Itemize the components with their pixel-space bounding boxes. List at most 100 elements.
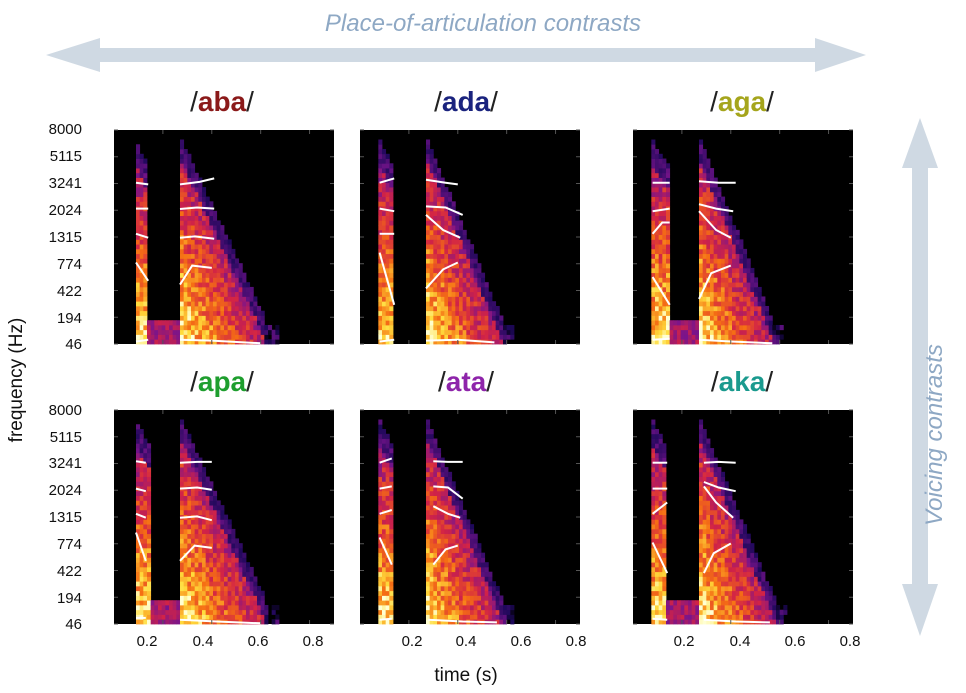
spectrogram-cell (202, 533, 207, 539)
spectrogram-cell (385, 600, 390, 606)
spectrogram-cell (378, 576, 383, 582)
spectrogram-cell (136, 467, 141, 473)
spectrogram-cell (462, 547, 467, 554)
spectrogram-cell (684, 604, 689, 611)
spectrogram-cell (658, 452, 663, 458)
spectrogram-cell (433, 557, 438, 563)
spectrogram-cell (440, 329, 445, 335)
spectrogram-cell (765, 590, 770, 596)
spectrogram-cell (735, 543, 740, 549)
spectrogram-cell (180, 562, 185, 568)
spectrogram-cell (710, 182, 715, 188)
spectrogram-cell (459, 514, 464, 520)
spectrogram-cell (495, 329, 500, 335)
spectrogram-cell (651, 310, 656, 316)
spectrogram-cell (257, 595, 262, 601)
spectrogram-cell (433, 291, 438, 297)
spectrogram-cell (242, 286, 247, 293)
spectrogram-cell (735, 286, 740, 293)
spectrogram-cell (473, 581, 478, 587)
spectrogram-cell (238, 547, 243, 554)
spectrogram-cell (147, 457, 152, 463)
spectrogram-cell (187, 581, 192, 587)
spectrogram-cell (658, 490, 663, 496)
spectrogram-cell (202, 229, 207, 236)
spectrogram-cell (492, 324, 497, 331)
spectrogram-cell (477, 310, 482, 316)
spectrogram-cell (462, 239, 467, 245)
spectrogram-cell (662, 286, 667, 293)
spectrogram-cell (194, 229, 199, 236)
spectrogram-cell (268, 329, 273, 335)
spectrogram-cell (385, 220, 390, 226)
spectrogram-cell (473, 609, 478, 615)
spectrogram-cell (198, 481, 203, 487)
spectrogram-cell (257, 590, 262, 596)
spectrogram-cell (724, 581, 729, 587)
spectrogram-cell (699, 619, 704, 625)
spectrogram-cell (242, 590, 247, 596)
spectrogram-cell (746, 600, 751, 606)
spectrogram-cell (651, 538, 656, 544)
spectrogram-cell (448, 547, 453, 554)
spectrogram-cell (238, 334, 243, 340)
spectrogram-cell (448, 196, 453, 202)
spectrogram-cell (242, 301, 247, 307)
spectrogram-cell (455, 296, 460, 302)
spectrogram-cell (710, 220, 715, 226)
spectrogram-cell (433, 476, 438, 482)
spectrogram-cell (448, 552, 453, 558)
spectrogram-cell (224, 562, 229, 568)
spectrogram-cell (426, 424, 431, 430)
spectrogram-cell (658, 581, 663, 587)
spectrogram-cell (209, 301, 214, 307)
spectrogram-cell (713, 581, 718, 587)
spectrogram-cell (440, 210, 445, 216)
spectrogram-cell (187, 481, 192, 487)
spectrogram-cell (658, 315, 663, 321)
spectrogram-cell (139, 514, 144, 520)
spectrogram-cell (202, 467, 207, 473)
spectrogram-cell (246, 595, 251, 601)
spectrogram-cell (768, 600, 773, 606)
spectrogram-cell (231, 547, 236, 554)
spectrogram-cell (713, 310, 718, 316)
spectrogram-cell (706, 448, 711, 454)
spectrogram-cell (728, 505, 733, 511)
spectrogram-cell (732, 258, 737, 264)
spectrogram-cell (717, 562, 722, 568)
spectrogram-cell (444, 301, 449, 307)
spectrogram-cell (437, 267, 442, 274)
spectrogram-cell (721, 552, 726, 558)
spectrogram-cell (437, 329, 442, 335)
spectrogram-cell (743, 600, 748, 606)
spectrogram-cell (143, 291, 148, 297)
spectrogram-cell (198, 229, 203, 236)
spectrogram-cell (426, 457, 431, 463)
spectrogram-cell (466, 324, 471, 331)
spectrogram-cell (655, 234, 660, 240)
spectrogram-cell (429, 163, 434, 169)
spectrogram-cell (378, 438, 383, 444)
spectrogram-cell (437, 562, 442, 568)
spectrogram-cell (209, 566, 214, 573)
spectrogram-cell (743, 609, 748, 615)
spectrogram-cell (202, 604, 207, 611)
spectrogram-cell (220, 519, 225, 525)
spectrogram-cell (389, 320, 394, 326)
spectrogram-cell (147, 334, 152, 340)
spectrogram-cell (136, 500, 141, 506)
spectrogram-cell (739, 519, 744, 525)
spectrogram-cell (743, 320, 748, 326)
spectrogram-cell (246, 562, 251, 568)
spectrogram-cell (750, 320, 755, 326)
spectrogram-cell (429, 467, 434, 473)
spectrogram-cell (389, 524, 394, 530)
spectrogram-cell (662, 590, 667, 596)
spectrogram-cell (739, 296, 744, 302)
spectrogram-cell (437, 519, 442, 525)
formant-track-f2 (432, 544, 459, 566)
spectrogram-cell (440, 576, 445, 582)
spectrogram-cell (194, 500, 199, 506)
spectrogram-cell (717, 220, 722, 226)
